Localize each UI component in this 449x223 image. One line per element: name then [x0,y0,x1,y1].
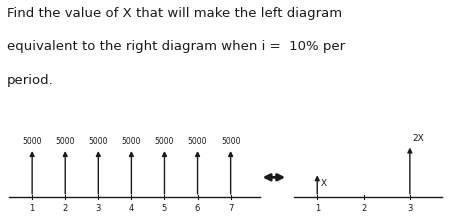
Text: 2: 2 [62,204,68,213]
Text: 5000: 5000 [188,137,207,146]
Text: 4: 4 [129,204,134,213]
Text: 5000: 5000 [56,137,75,146]
Text: 5000: 5000 [122,137,141,146]
Text: 1: 1 [315,204,320,213]
Text: 5000: 5000 [88,137,108,146]
Text: 5000: 5000 [155,137,174,146]
Text: 5000: 5000 [22,137,42,146]
Text: 2X: 2X [413,134,424,143]
Text: 1: 1 [30,204,35,213]
Text: 2: 2 [361,204,366,213]
Text: X: X [321,179,326,188]
Text: 5: 5 [162,204,167,213]
Text: 3: 3 [407,204,413,213]
Text: 5000: 5000 [221,137,240,146]
Text: 6: 6 [195,204,200,213]
Text: 3: 3 [96,204,101,213]
Text: Find the value of X that will make the left diagram: Find the value of X that will make the l… [7,7,342,20]
Text: period.: period. [7,74,53,87]
Text: 7: 7 [228,204,233,213]
Text: equivalent to the right diagram when i =  10% per: equivalent to the right diagram when i =… [7,40,345,53]
